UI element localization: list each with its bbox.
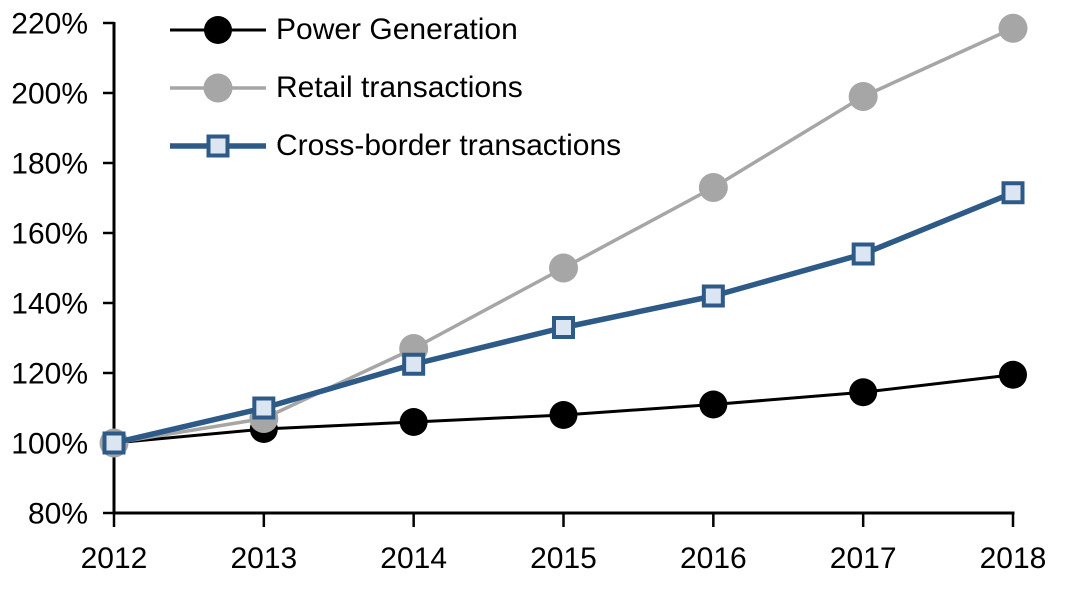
legend-label-retail-transactions: Retail transactions — [276, 71, 523, 104]
marker-cross-border-transactions — [1001, 181, 1025, 205]
x-tick-label: 2018 — [980, 542, 1047, 575]
chart-legend: Power Generation Retail transactions Cross… — [170, 7, 621, 181]
x-tick-label: 2016 — [680, 542, 747, 575]
legend-sample-power-generation — [170, 16, 266, 44]
x-tick-label: 2012 — [81, 542, 148, 575]
legend-item-retail-transactions: Retail transactions — [170, 65, 621, 111]
legend-sample-cross-border-transactions — [170, 134, 266, 158]
y-tick-label: 180% — [11, 148, 88, 181]
marker-power-generation — [399, 408, 428, 436]
marker-retail-transactions — [549, 253, 578, 283]
x-tick-label: 2015 — [530, 542, 597, 575]
legend-sample-retail-transactions — [170, 73, 266, 103]
legend-marker-retail-transactions — [203, 73, 233, 103]
legend-label-cross-border-transactions: Cross-border transactions — [276, 129, 622, 162]
marker-cross-border-transactions — [402, 352, 426, 376]
x-tick-label: 2017 — [830, 542, 897, 575]
marker-power-generation — [549, 401, 578, 429]
marker-retail-transactions — [998, 13, 1028, 43]
marker-retail-transactions — [848, 82, 878, 111]
x-tick-label: 2013 — [230, 542, 297, 575]
legend-item-cross-border-transactions: Cross-border transactions — [170, 123, 621, 169]
y-tick-label: 140% — [11, 288, 88, 321]
marker-power-generation — [699, 390, 728, 419]
marker-cross-border-transactions — [252, 396, 276, 420]
legend-label-power-generation: Power Generation — [276, 13, 518, 46]
y-tick-label: 200% — [11, 78, 88, 111]
y-tick-label: 220% — [11, 8, 88, 41]
marker-cross-border-transactions — [851, 242, 875, 266]
marker-cross-border-transactions — [552, 316, 575, 339]
marker-power-generation — [999, 360, 1027, 389]
legend-item-power-generation: Power Generation — [170, 7, 621, 53]
y-tick-label: 80% — [28, 498, 88, 531]
y-tick-label: 120% — [11, 358, 88, 391]
x-tick-label: 2014 — [380, 542, 447, 575]
marker-retail-transactions — [698, 173, 728, 202]
legend-marker-cross-border-transactions — [206, 134, 230, 158]
y-tick-label: 160% — [11, 218, 88, 251]
marker-cross-border-transactions — [102, 431, 126, 455]
marker-power-generation — [849, 378, 878, 407]
marker-cross-border-transactions — [701, 284, 725, 308]
legend-marker-power-generation — [204, 16, 232, 44]
y-tick-label: 100% — [11, 428, 88, 461]
